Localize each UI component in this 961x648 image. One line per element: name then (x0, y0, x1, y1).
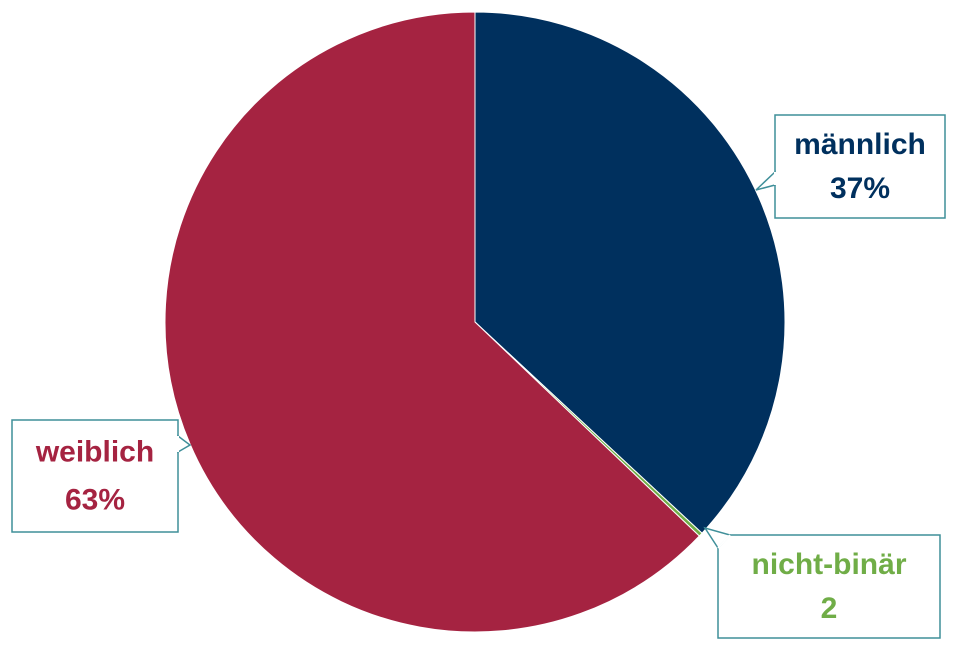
category-label: männlich (794, 128, 926, 161)
label-box (11, 419, 179, 533)
category-label: nicht-binär (752, 548, 907, 581)
labels: männlich 37% nicht-binär 2 weiblich 63% (11, 114, 946, 639)
value-label: 63% (65, 484, 125, 517)
pie-slice (164, 11, 701, 633)
label-box (717, 534, 941, 639)
pointer-cover (717, 534, 731, 549)
pie-slice (474, 11, 786, 534)
value-label: 2 (821, 592, 838, 625)
category-label: weiblich (35, 436, 154, 469)
label-pointer (755, 170, 776, 191)
slices (164, 11, 786, 633)
value-label: 37% (830, 172, 890, 205)
label-box (774, 114, 946, 219)
